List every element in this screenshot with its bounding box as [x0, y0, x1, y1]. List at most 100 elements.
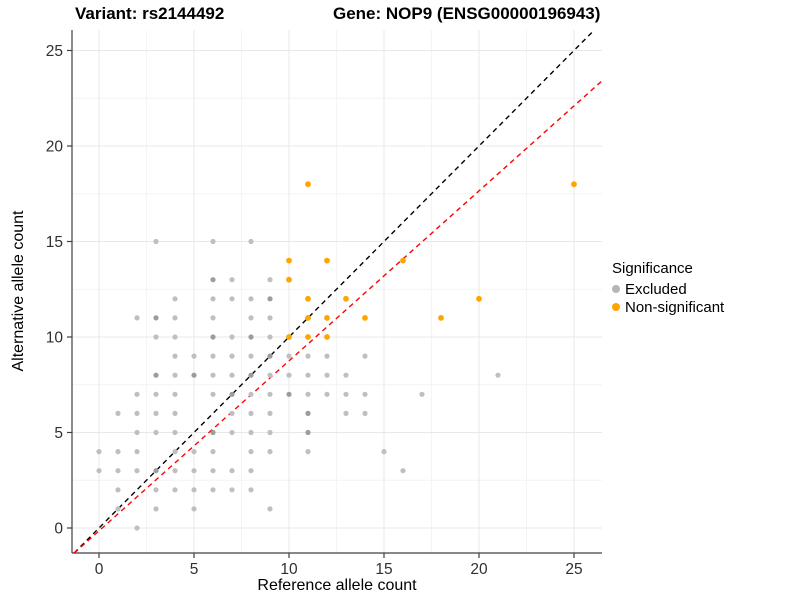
identity-line: [73, 29, 595, 554]
non-significant-point: [286, 334, 292, 340]
excluded-point: [210, 372, 216, 378]
excluded-point: [267, 506, 273, 512]
non-significant-point: [324, 334, 330, 340]
excluded-point: [248, 429, 254, 436]
excluded-point: [229, 353, 235, 359]
excluded-point: [267, 372, 273, 378]
excluded-point: [248, 449, 254, 455]
excluded-point: [191, 353, 197, 359]
non-significant-points: [286, 181, 577, 340]
excluded-point: [248, 468, 254, 474]
legend-item-label: Excluded: [625, 280, 687, 298]
excluded-points: [96, 238, 501, 531]
excluded-point: [153, 315, 159, 321]
excluded-point: [229, 334, 235, 340]
excluded-point: [305, 449, 311, 455]
non-significant-point: [343, 295, 349, 302]
x-axis-title: Reference allele count: [257, 577, 417, 594]
excluded-point: [96, 449, 102, 455]
x-tick-label: 15: [375, 561, 392, 578]
excluded-point: [191, 468, 197, 474]
non-significant-point: [286, 257, 292, 264]
excluded-point: [96, 468, 102, 474]
excluded-point: [229, 391, 235, 397]
axis-lines: [71, 30, 602, 554]
excluded-point: [229, 468, 235, 474]
excluded-point: [172, 315, 178, 321]
x-tick-label: 10: [280, 561, 298, 578]
excluded-dot-icon: [612, 285, 620, 293]
excluded-point: [210, 334, 216, 340]
non-significant-point: [324, 315, 330, 321]
excluded-point: [210, 296, 216, 302]
excluded-point: [419, 391, 425, 397]
legend-item-non-significant: Non-significant: [612, 298, 724, 316]
excluded-point: [248, 315, 254, 321]
excluded-point: [324, 372, 330, 378]
excluded-point: [267, 296, 273, 302]
non-significant-point: [305, 315, 311, 321]
legend-item-label: Non-significant: [625, 298, 725, 316]
legend-title: Significance: [612, 260, 693, 277]
excluded-point: [210, 238, 216, 245]
excluded-point: [495, 372, 501, 378]
excluded-point: [115, 449, 121, 455]
excluded-point: [172, 487, 178, 493]
excluded-point: [267, 334, 273, 340]
excluded-point: [286, 391, 292, 397]
excluded-point: [172, 372, 178, 378]
excluded-point: [362, 391, 368, 397]
excluded-point: [134, 525, 140, 531]
excluded-point: [172, 334, 178, 340]
excluded-point: [267, 449, 273, 455]
excluded-point: [153, 372, 159, 378]
excluded-point: [153, 429, 159, 436]
excluded-point: [210, 487, 216, 493]
excluded-point: [248, 391, 254, 397]
x-tick-label: 5: [190, 561, 199, 578]
non-significant-point: [362, 315, 368, 321]
excluded-point: [248, 296, 254, 302]
excluded-point: [172, 353, 178, 359]
excluded-point: [210, 277, 216, 283]
excluded-point: [248, 487, 254, 493]
excluded-point: [267, 315, 273, 321]
y-tick-label: 0: [54, 521, 63, 538]
excluded-point: [191, 372, 197, 378]
excluded-point: [134, 449, 140, 455]
excluded-point: [324, 353, 330, 359]
excluded-point: [134, 315, 140, 321]
non-significant-point: [305, 334, 311, 340]
x-tick-label: 20: [470, 561, 488, 578]
excluded-point: [172, 296, 178, 302]
excluded-point: [153, 487, 159, 493]
excluded-point: [229, 410, 235, 416]
excluded-point: [153, 334, 159, 340]
excluded-point: [153, 410, 159, 416]
excluded-point: [286, 353, 292, 359]
excluded-point: [324, 391, 330, 397]
excluded-point: [343, 410, 349, 416]
excluded-point: [115, 487, 121, 493]
excluded-point: [362, 353, 368, 359]
excluded-point: [172, 468, 178, 474]
y-tick-label: 10: [46, 330, 64, 347]
excluded-point: [286, 372, 292, 378]
excluded-point: [153, 391, 159, 397]
excluded-point: [305, 429, 311, 436]
excluded-point: [267, 410, 273, 416]
excluded-point: [134, 391, 140, 397]
x-tick-label: 0: [95, 561, 104, 578]
non-significant-point: [305, 181, 311, 188]
y-tick-label: 20: [46, 139, 64, 156]
excluded-point: [305, 410, 311, 416]
excluded-point: [134, 410, 140, 416]
excluded-point: [305, 372, 311, 378]
axis-ticks: 0 5 10 15 20 25 0 5 10 15 20 25: [46, 43, 583, 578]
legend-item-excluded: Excluded: [612, 280, 724, 298]
non-significant-point: [286, 276, 292, 283]
gene-title: Gene: NOP9 (ENSG00000196943): [333, 4, 601, 23]
excluded-point: [115, 506, 121, 512]
